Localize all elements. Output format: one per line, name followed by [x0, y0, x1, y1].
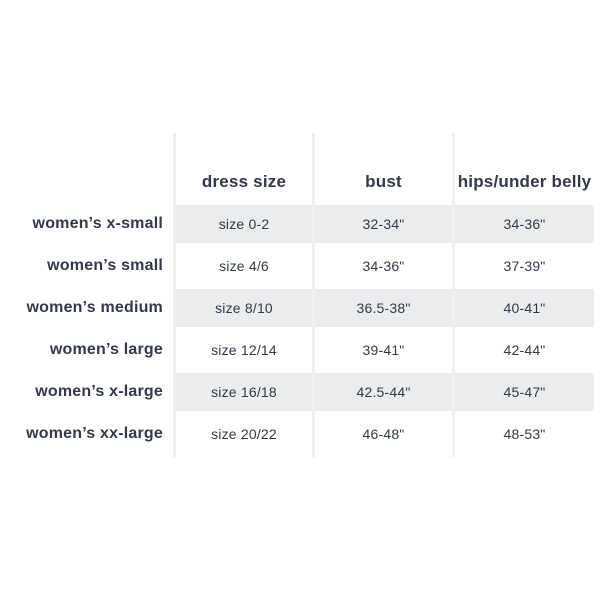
table-row-large: women’s large size 12/14 39-41" 42-44"	[0, 327, 594, 373]
hips-cell: 40-41"	[452, 289, 594, 327]
hips-cell: 42-44"	[452, 327, 594, 373]
size-label: women’s x-small	[0, 205, 173, 243]
table-row-medium: women’s medium size 8/10 36.5-38" 40-41"	[0, 289, 594, 327]
bust-cell: 46-48"	[312, 411, 452, 457]
table-row-xlarge: women’s x-large size 16/18 42.5-44" 45-4…	[0, 373, 594, 411]
column-header-hips: hips/under belly	[452, 133, 594, 205]
size-label: women’s medium	[0, 289, 173, 327]
hips-cell: 48-53"	[452, 411, 594, 457]
bust-cell: 36.5-38"	[312, 289, 452, 327]
table-row-xxlarge: women’s xx-large size 20/22 46-48" 48-53…	[0, 411, 594, 457]
table-row-small: women’s small size 4/6 34-36" 37-39"	[0, 243, 594, 289]
hips-cell: 34-36"	[452, 205, 594, 243]
dress-size-cell: size 16/18	[173, 373, 312, 411]
table-row-xsmall: women’s x-small size 0-2 32-34" 34-36"	[0, 205, 594, 243]
size-label: women’s large	[0, 327, 173, 373]
bust-cell: 34-36"	[312, 243, 452, 289]
size-label: women’s x-large	[0, 373, 173, 411]
size-chart-table: dress size bust hips/under belly women’s…	[0, 133, 594, 457]
dress-size-cell: size 12/14	[173, 327, 312, 373]
header-row: dress size bust hips/under belly	[0, 133, 594, 205]
size-label: women’s xx-large	[0, 411, 173, 457]
header-empty-cell	[0, 133, 173, 205]
bust-cell: 39-41"	[312, 327, 452, 373]
column-header-dress-size: dress size	[173, 133, 312, 205]
bust-cell: 42.5-44"	[312, 373, 452, 411]
dress-size-cell: size 4/6	[173, 243, 312, 289]
dress-size-cell: size 20/22	[173, 411, 312, 457]
size-label: women’s small	[0, 243, 173, 289]
dress-size-cell: size 0-2	[173, 205, 312, 243]
dress-size-cell: size 8/10	[173, 289, 312, 327]
bust-cell: 32-34"	[312, 205, 452, 243]
hips-cell: 45-47"	[452, 373, 594, 411]
hips-cell: 37-39"	[452, 243, 594, 289]
column-header-bust: bust	[312, 133, 452, 205]
